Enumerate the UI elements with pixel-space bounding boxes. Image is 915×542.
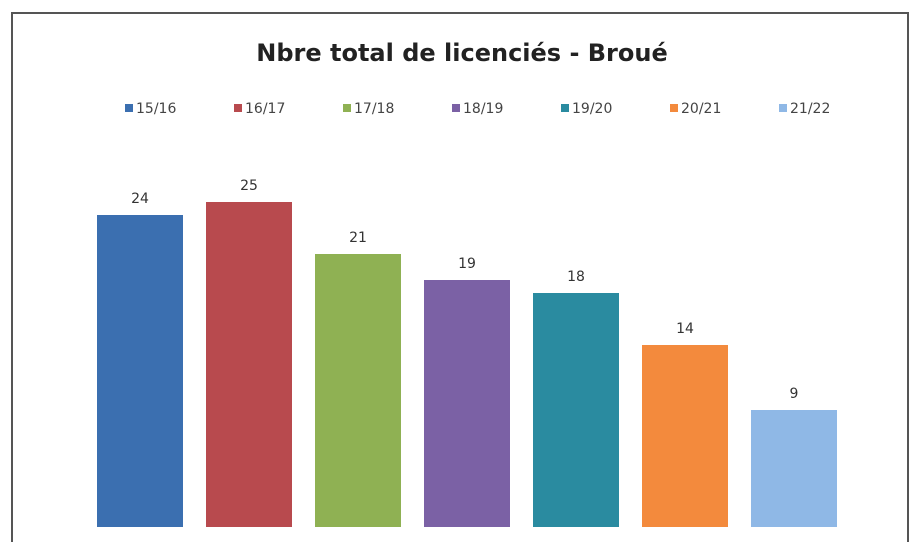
chart-title: Nbre total de licenciés - Broué [256, 39, 667, 67]
legend-swatch [670, 104, 678, 112]
data-label: 21 [349, 230, 367, 246]
legend-label: 18/19 [463, 101, 503, 117]
bar [533, 293, 619, 527]
bar [97, 215, 183, 527]
bar [206, 202, 292, 527]
legend-label: 16/17 [245, 101, 285, 117]
legend-swatch [234, 104, 242, 112]
legend-swatch [125, 104, 133, 112]
data-label: 25 [240, 178, 258, 194]
data-label: 19 [458, 256, 476, 272]
data-label: 14 [676, 321, 694, 337]
data-label: 24 [131, 191, 149, 207]
bar [315, 254, 401, 527]
data-label: 9 [790, 386, 799, 402]
legend-swatch [561, 104, 569, 112]
legend-swatch [779, 104, 787, 112]
bar [424, 280, 510, 527]
legend-label: 17/18 [354, 101, 394, 117]
legend-swatch [343, 104, 351, 112]
bar [642, 345, 728, 527]
legend-swatch [452, 104, 460, 112]
legend-label: 15/16 [136, 101, 176, 117]
bar [751, 410, 837, 527]
legend-label: 20/21 [681, 101, 721, 117]
legend-label: 21/22 [790, 101, 830, 117]
chart-frame [11, 12, 909, 542]
data-label: 18 [567, 269, 585, 285]
legend-label: 19/20 [572, 101, 612, 117]
